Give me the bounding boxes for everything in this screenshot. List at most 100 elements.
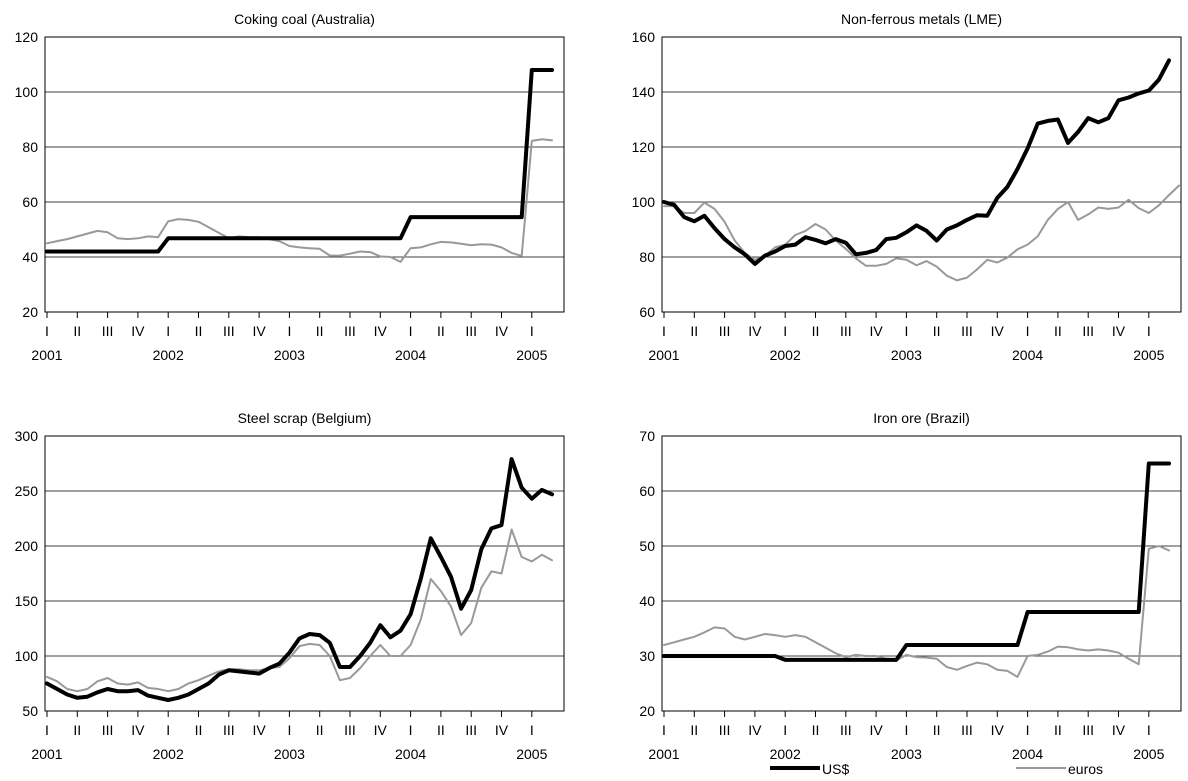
x-tick-label: IV	[374, 722, 388, 738]
plot-frame	[661, 435, 1182, 712]
legend-label: US$	[822, 761, 849, 777]
x-tick-label: III	[102, 323, 114, 339]
x-tick-label: I	[904, 722, 908, 738]
y-tick-label: 300	[15, 428, 39, 444]
y-tick-label: 30	[639, 648, 655, 664]
x-tick-label: III	[344, 722, 356, 738]
x-tick-label: II	[316, 323, 324, 339]
x-tick-label: IV	[748, 722, 762, 738]
x-tick-label: I	[287, 323, 291, 339]
x-tick-label: I	[904, 323, 908, 339]
y-tick-label: 40	[22, 249, 38, 265]
plot-frame	[44, 36, 565, 313]
legend-label: euros	[1068, 761, 1103, 777]
x-tick-label: III	[840, 323, 852, 339]
y-tick-label: 60	[639, 483, 655, 499]
y-tick-label: 100	[632, 194, 656, 210]
series-line-euros	[46, 528, 553, 693]
x-tick-label: IV	[1112, 722, 1126, 738]
legend: US$ euros	[770, 761, 1103, 777]
x-tick-label: II	[690, 323, 698, 339]
x-year-label: 2002	[153, 347, 184, 363]
x-year-label: 2002	[153, 746, 184, 762]
x-year-label: 2003	[274, 746, 305, 762]
x-year-label: 2001	[31, 347, 62, 363]
y-tick-label: 160	[632, 29, 656, 45]
x-tick-label: I	[45, 323, 49, 339]
chart-title: Steel scrap (Belgium)	[238, 410, 372, 426]
x-tick-label: I	[1026, 722, 1030, 738]
x-year-label: 2004	[1012, 746, 1043, 762]
x-year-label: 2001	[31, 746, 62, 762]
y-tick-label: 100	[15, 648, 39, 664]
y-tick-label: 40	[639, 593, 655, 609]
y-tick-label: 20	[22, 304, 38, 320]
x-tick-label: IV	[748, 323, 762, 339]
x-year-label: 2004	[395, 347, 426, 363]
y-tick-label: 150	[15, 593, 39, 609]
x-tick-label: I	[530, 722, 534, 738]
x-tick-label: I	[166, 323, 170, 339]
x-tick-label: II	[195, 722, 203, 738]
series-line-usd	[662, 461, 1171, 662]
x-tick-label: IV	[869, 323, 883, 339]
x-tick-label: III	[719, 722, 731, 738]
y-tick-label: 20	[639, 703, 655, 719]
x-tick-label: I	[783, 323, 787, 339]
x-tick-label: IV	[374, 323, 388, 339]
x-year-label: 2002	[770, 746, 801, 762]
x-year-label: 2003	[891, 347, 922, 363]
x-tick-label: II	[690, 722, 698, 738]
x-year-label: 2005	[516, 746, 547, 762]
x-tick-label: III	[223, 722, 235, 738]
x-tick-label: III	[223, 323, 235, 339]
x-tick-label: III	[344, 323, 356, 339]
series-line-euros	[663, 184, 1181, 282]
x-tick-label: III	[102, 722, 114, 738]
x-tick-label: III	[719, 323, 731, 339]
x-year-label: 2001	[648, 347, 679, 363]
x-tick-label: I	[662, 722, 666, 738]
chart-title: Iron ore (Brazil)	[873, 410, 969, 426]
x-tick-label: II	[1054, 323, 1062, 339]
x-tick-label: I	[1147, 722, 1151, 738]
x-tick-label: III	[961, 722, 973, 738]
x-tick-label: II	[437, 722, 445, 738]
chart-panel-2: Non-ferrous metals (LME) 60 80 100 120 140 160…	[632, 11, 1182, 363]
x-tick-label: IV	[869, 722, 883, 738]
x-tick-label: I	[409, 323, 413, 339]
x-year-label: 2004	[395, 746, 426, 762]
x-tick-label: IV	[495, 323, 509, 339]
y-tick-label: 140	[632, 84, 656, 100]
y-tick-label: 50	[22, 703, 38, 719]
series-line-euros	[663, 545, 1170, 678]
y-tick-label: 80	[639, 249, 655, 265]
x-tick-label: III	[1082, 722, 1094, 738]
x-tick-label: I	[287, 722, 291, 738]
x-tick-label: I	[662, 323, 666, 339]
y-tick-label: 120	[632, 139, 656, 155]
x-tick-label: II	[812, 722, 820, 738]
x-tick-label: II	[933, 722, 941, 738]
y-tick-label: 100	[15, 84, 39, 100]
x-tick-label: II	[73, 323, 81, 339]
y-tick-label: 80	[22, 139, 38, 155]
x-tick-label: IV	[495, 722, 509, 738]
series-line-usd	[45, 68, 554, 254]
x-tick-label: IV	[991, 722, 1005, 738]
x-year-label: 2005	[1133, 746, 1164, 762]
x-tick-label: II	[812, 323, 820, 339]
x-tick-label: III	[840, 722, 852, 738]
x-tick-label: III	[465, 323, 477, 339]
x-tick-label: IV	[991, 323, 1005, 339]
x-tick-label: II	[933, 323, 941, 339]
x-tick-label: II	[73, 722, 81, 738]
x-tick-label: IV	[252, 323, 266, 339]
y-tick-label: 120	[15, 29, 39, 45]
x-year-label: 2001	[648, 746, 679, 762]
x-year-label: 2003	[891, 746, 922, 762]
x-tick-label: I	[45, 722, 49, 738]
y-tick-label: 50	[639, 538, 655, 554]
x-tick-label: III	[961, 323, 973, 339]
